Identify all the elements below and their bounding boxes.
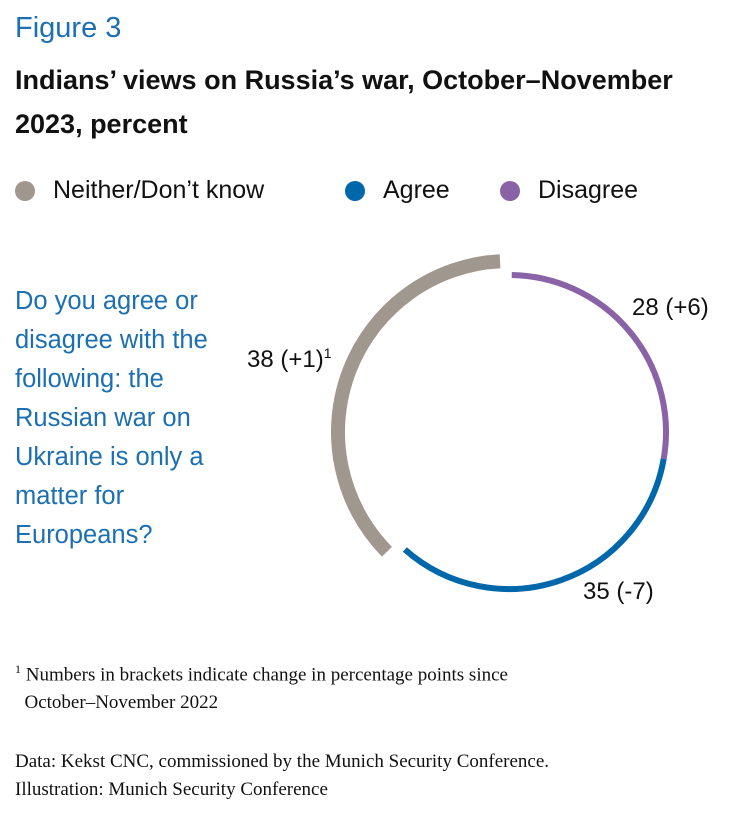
legend-item-agree: Agree — [345, 176, 450, 205]
data-label-neither: 38 (+1)1 — [247, 345, 332, 374]
legend-swatch — [500, 180, 520, 201]
footnote-mark: 1 — [15, 662, 21, 676]
footnote-line: Numbers in brackets indicate change in p… — [25, 664, 508, 686]
figure-label: Figure 3 — [15, 12, 122, 44]
legend-swatch — [15, 180, 35, 201]
footnote-line: October–November 2022 — [24, 692, 219, 714]
source-note: Data: Kekst CNC, commissioned by the Mun… — [15, 748, 549, 804]
data-label-disagree: 28 (+6) — [632, 294, 709, 321]
survey-question: Do you agree or disagree with the follow… — [15, 287, 208, 549]
data-label-text: 38 (+1) — [247, 346, 324, 373]
source-line: Data: Kekst CNC, commissioned by the Mun… — [15, 751, 550, 772]
legend-swatch — [345, 180, 365, 201]
arc-neither — [331, 254, 501, 557]
legend-label: Neither/Don’t know — [53, 176, 265, 204]
legend-item-neither: Neither/Don’t know — [15, 176, 264, 205]
chart-title: Indians’ views on Russia’s war, October–… — [15, 65, 673, 139]
footnote-mark: 1 — [323, 345, 332, 361]
legend-label: Disagree — [538, 176, 639, 204]
footnote: 1 Numbers in brackets indicate change in… — [15, 655, 508, 717]
legend-label: Agree — [383, 176, 450, 204]
arc-disagree — [511, 272, 669, 460]
legend-item-disagree: Disagree — [500, 176, 638, 205]
arc-agree — [402, 458, 667, 592]
source-line: Illustration: Munich Security Conference — [15, 779, 328, 800]
data-label-agree: 35 (-7) — [583, 578, 654, 605]
